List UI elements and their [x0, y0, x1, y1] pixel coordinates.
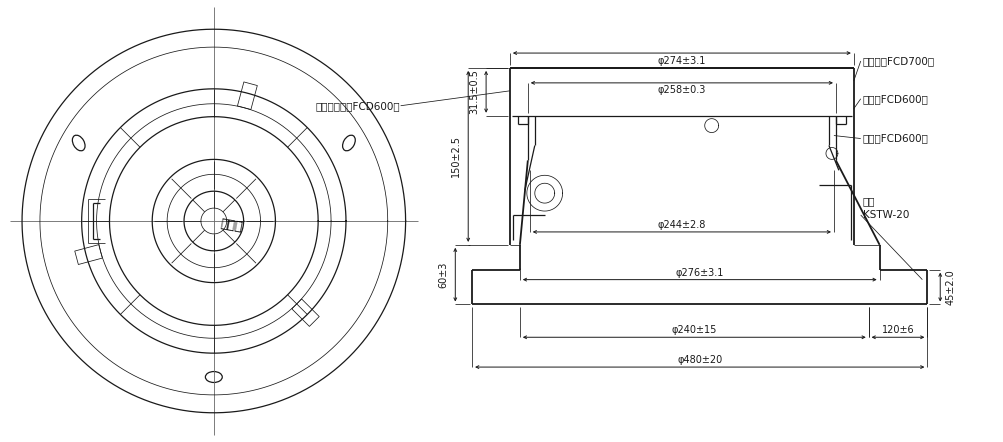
Text: 150±2.5: 150±2.5 [450, 135, 460, 177]
Text: φ244±2.8: φ244±2.8 [657, 220, 705, 230]
Text: 60±3: 60±3 [438, 262, 448, 288]
Text: φ276±3.1: φ276±3.1 [675, 268, 723, 278]
Text: φ258±0.3: φ258±0.3 [657, 85, 705, 95]
Text: 蝶番（FCD600）: 蝶番（FCD600） [862, 133, 928, 144]
Text: 台座
KSTW-20: 台座 KSTW-20 [862, 197, 908, 220]
Text: 鉄枚（FCD600）: 鉄枚（FCD600） [862, 94, 928, 104]
Text: ロック金具（FCD600）: ロック金具（FCD600） [315, 101, 399, 111]
Text: 45±2.0: 45±2.0 [944, 269, 954, 305]
Text: 120±6: 120±6 [881, 325, 914, 335]
Text: いすの: いすの [220, 217, 244, 234]
Text: 31.5±0.5: 31.5±0.5 [468, 69, 478, 114]
Text: 鉄ふた（FCD700）: 鉄ふた（FCD700） [862, 56, 934, 66]
Text: φ274±3.1: φ274±3.1 [657, 56, 705, 66]
Text: φ240±15: φ240±15 [671, 325, 716, 335]
Text: φ480±20: φ480±20 [676, 355, 721, 365]
